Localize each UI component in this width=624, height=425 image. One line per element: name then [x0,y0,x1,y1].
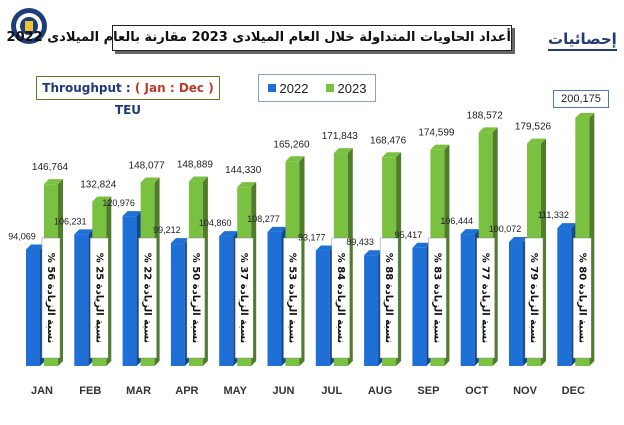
increase-percentage-label: % 37 نسبة الزيادة [238,253,249,343]
increase-label-box [41,237,61,359]
x-tick-label: APR [175,385,198,397]
legend-swatch-2022 [267,84,276,92]
increase-percentage-label: % 53 نسبة الزيادة [287,253,298,343]
x-tick-label: JAN [31,385,53,397]
value-label-2022: 93,177 [298,233,326,243]
value-label-2023: 168,476 [370,135,407,146]
port-authority-logo [11,8,47,44]
legend-label-2023: 2023 [337,80,367,96]
x-tick-label: MAR [126,385,151,397]
value-label-2023: 188,572 [467,110,504,121]
value-label-2022: 108,277 [247,214,280,224]
increase-label-box [331,237,351,359]
value-label-2023: 146,764 [32,162,69,173]
x-tick-label: SEP [417,385,439,397]
increase-label-box [573,237,592,359]
increase-label-box [476,237,495,359]
value-label-2023: 179,526 [515,122,552,133]
increase-label-box [234,237,254,359]
increase-label-box [379,237,399,359]
increase-percentage-label: % 88 نسبة الزيادة [383,253,394,343]
value-label-2023: 165,260 [273,139,310,150]
value-label-2022: 100,072 [489,224,522,234]
increase-label-box [283,237,302,359]
increase-percentage-label: % 25 نسبة الزيادة [93,253,104,343]
increase-label-box [428,237,447,359]
value-label-2023: 148,077 [129,161,166,172]
x-tick-label: DEC [562,385,585,397]
increase-label-box [90,237,109,359]
value-label-2022: 89,433 [346,237,374,247]
increase-percentage-label: % 83 نسبة الزيادة [431,253,442,343]
value-label-2023: 174,599 [418,128,455,139]
increase-percentage-label: % 50 نسبة الزيادة [190,253,201,343]
value-label-2023: 132,824 [80,179,117,190]
value-label-2022: 111,332 [538,210,569,220]
value-label-2023: 148,889 [177,160,214,171]
legend-label-2022: 2022 [279,80,309,96]
x-tick-label: FEB [79,385,101,397]
value-label-2023: 171,843 [322,131,359,142]
value-label-2022: 94,069 [8,231,36,241]
x-tick-label: JUN [272,385,294,397]
max-value-callout: 200,175 [553,90,609,108]
subtitle-prefix: Throughput : [42,81,135,95]
value-label-2022: 104,860 [199,218,232,228]
increase-label-box [186,237,206,359]
x-tick-label: AUG [368,385,392,397]
increase-label-box [524,237,544,359]
x-tick-label: JUL [321,385,342,397]
x-tick-label: NOV [513,385,538,397]
value-label-2022: 99,212 [153,225,181,235]
subtitle-range: ( Jan : Dec ) [134,81,214,95]
increase-percentage-label: % 84 نسبة الزيادة [335,253,346,343]
subtitle-box: Throughput : ( Jan : Dec ) TEU [36,76,220,117]
subtitle-unit: TEU [114,103,142,117]
increase-percentage-label: % 79 نسبة الزيادة [528,253,539,343]
value-label-2023: 144,330 [225,165,262,176]
x-tick-label: OCT [465,385,489,397]
legend-item-2022: 2022 [267,80,309,96]
x-tick-label: MAY [223,385,247,397]
section-label: إحصائيات [548,30,617,51]
value-label-2022: 120,976 [102,198,135,208]
increase-percentage-label: % 22 نسبة الزيادة [142,253,153,343]
legend: 2022 2023 [258,74,376,102]
increase-percentage-label: % 77 نسبة الزيادة [480,253,491,343]
increase-percentage-label: % 80 نسبة الزيادة [576,253,587,343]
chart-title: أعداد الحاويات المتداولة خلال العام المي… [7,25,512,51]
value-label-2022: 106,231 [54,216,87,226]
value-label-2022: 106,444 [440,216,473,226]
increase-percentage-label: % 56 نسبة الزيادة [45,253,56,343]
increase-label-box [138,237,157,359]
value-label-2022: 95,417 [395,230,423,240]
legend-swatch-2023 [325,84,334,92]
legend-item-2023: 2023 [325,80,367,96]
